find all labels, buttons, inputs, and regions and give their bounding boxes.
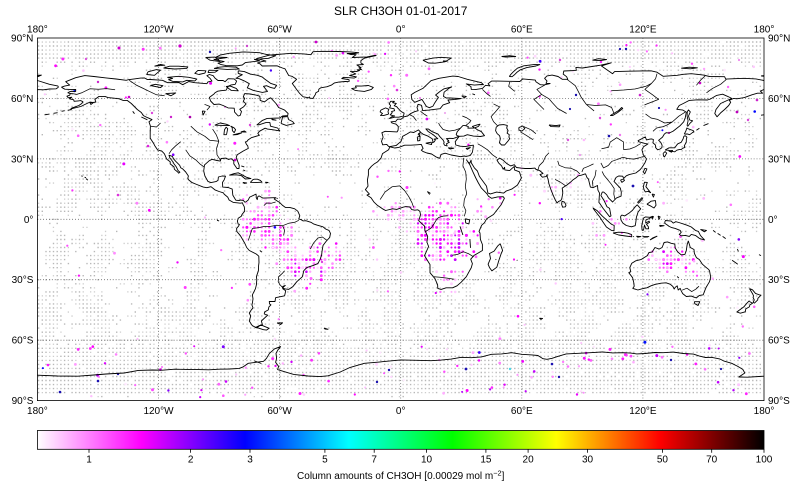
svg-text:180°: 180° <box>754 25 775 36</box>
svg-text:30°N: 30°N <box>768 154 790 165</box>
svg-text:180°: 180° <box>27 406 48 417</box>
svg-text:90°N: 90°N <box>11 34 33 45</box>
svg-text:7: 7 <box>371 455 377 466</box>
svg-text:60°S: 60°S <box>12 336 34 347</box>
svg-text:120°W: 120°W <box>143 25 174 36</box>
svg-text:0°: 0° <box>396 25 406 36</box>
svg-text:60°N: 60°N <box>11 94 33 105</box>
svg-text:20: 20 <box>523 455 535 466</box>
svg-text:70: 70 <box>706 455 718 466</box>
svg-text:120°E: 120°E <box>629 406 657 417</box>
svg-text:180°: 180° <box>754 406 775 417</box>
svg-text:Column amounts of CH3OH [0.000: Column amounts of CH3OH [0.00029 mol m−2… <box>297 469 505 483</box>
svg-text:2: 2 <box>188 455 194 466</box>
svg-text:90°S: 90°S <box>12 396 34 407</box>
svg-text:100: 100 <box>756 455 773 466</box>
svg-text:0°: 0° <box>396 406 406 417</box>
svg-text:180°: 180° <box>27 25 48 36</box>
svg-text:1: 1 <box>86 455 92 466</box>
svg-text:60°E: 60°E <box>511 406 533 417</box>
svg-text:30°N: 30°N <box>11 154 33 165</box>
svg-text:60°S: 60°S <box>768 336 790 347</box>
svg-text:90°N: 90°N <box>768 34 790 45</box>
svg-text:15: 15 <box>480 455 492 466</box>
svg-text:3: 3 <box>247 455 253 466</box>
svg-text:60°N: 60°N <box>768 94 790 105</box>
svg-text:SLR CH3OH 01-01-2017: SLR CH3OH 01-01-2017 <box>334 4 468 18</box>
svg-text:0°: 0° <box>24 215 34 226</box>
svg-text:60°W: 60°W <box>267 406 292 417</box>
svg-text:120°E: 120°E <box>629 25 657 36</box>
svg-text:0°: 0° <box>768 215 778 226</box>
svg-text:5: 5 <box>322 455 328 466</box>
svg-text:50: 50 <box>657 455 669 466</box>
svg-text:60°E: 60°E <box>511 25 533 36</box>
svg-text:60°W: 60°W <box>267 25 292 36</box>
svg-text:30: 30 <box>582 455 594 466</box>
svg-text:90°S: 90°S <box>768 396 790 407</box>
svg-text:30°S: 30°S <box>768 275 790 286</box>
svg-text:30°S: 30°S <box>12 275 34 286</box>
svg-text:120°W: 120°W <box>143 406 174 417</box>
svg-text:10: 10 <box>421 455 433 466</box>
